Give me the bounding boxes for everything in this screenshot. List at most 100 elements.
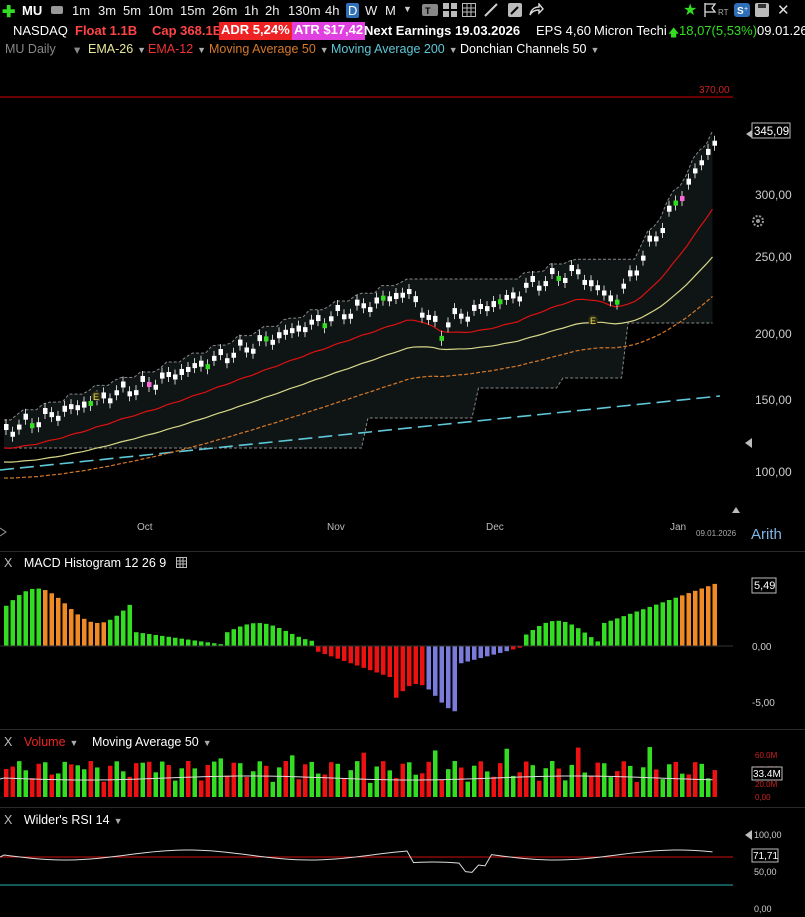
volume-bar <box>673 761 678 797</box>
earnings-marker-label: E <box>590 316 596 326</box>
edit-icon[interactable] <box>508 3 522 17</box>
symbol-label[interactable]: MU <box>22 3 43 18</box>
timeframe-W[interactable]: W <box>365 3 378 18</box>
candle-body <box>251 348 256 354</box>
candle-body <box>166 372 171 378</box>
collapse-icon[interactable] <box>0 527 7 537</box>
macd-bar <box>641 609 646 646</box>
svg-text:S: S <box>737 6 744 17</box>
timeframe-1m[interactable]: 1m <box>72 3 91 18</box>
volume-bar <box>543 768 548 797</box>
volume-bar <box>361 752 366 797</box>
volume-bar <box>277 767 282 797</box>
panel-divider[interactable] <box>0 729 805 730</box>
volume-bar <box>647 747 652 797</box>
close-icon[interactable]: X <box>4 556 13 570</box>
volume-bar <box>335 763 340 797</box>
timeframe-5m[interactable]: 5m <box>123 3 142 18</box>
chevron-down-icon[interactable]: ▼ <box>590 45 600 55</box>
volume-ma-title[interactable]: Moving Average 50 <box>91 735 199 749</box>
indicator-ema12[interactable]: EMA-12 ▼ <box>148 42 206 56</box>
candle-body <box>114 390 119 396</box>
candle-body <box>459 313 464 319</box>
panel-divider[interactable] <box>0 807 805 808</box>
volume-bar <box>387 770 392 797</box>
volume-bar <box>576 747 581 797</box>
panel-divider[interactable] <box>0 551 805 552</box>
rsi-line <box>0 849 713 873</box>
macd-title[interactable]: MACD Histogram 12 26 9 <box>23 556 167 570</box>
timeframe-D[interactable]: D <box>346 3 360 18</box>
rsi-title[interactable]: Wilder's RSI 14 <box>23 813 110 827</box>
candle-body <box>199 360 204 367</box>
timeframe-1h[interactable]: 1h <box>244 3 259 18</box>
timeframe-10m[interactable]: 10m <box>148 3 174 18</box>
macd-axis-label: -5,00 <box>752 698 775 709</box>
share-icon[interactable] <box>528 2 544 17</box>
indicator-donchian[interactable]: Donchian Channels 50 ▼ <box>460 42 599 56</box>
macd-bar <box>706 586 711 646</box>
volume-bar <box>563 780 568 797</box>
timeframe-26m[interactable]: 26m <box>212 3 238 18</box>
candle-body <box>361 303 366 309</box>
volume-bar <box>225 775 230 797</box>
candle-body <box>478 304 483 310</box>
flag-icon[interactable] <box>703 3 717 17</box>
scale-mode-label[interactable]: Arith <box>751 526 782 543</box>
timeframe-M[interactable]: M <box>385 3 396 18</box>
macd-histogram[interactable]: 5,000,00-5,00 5,49 <box>0 570 805 728</box>
indicator-ma50[interactable]: Moving Average 50 ▼ <box>209 42 329 56</box>
macd-bar <box>699 588 704 646</box>
layout-grid-icon[interactable] <box>443 3 457 17</box>
timeframe-dropdown-icon[interactable]: ▼ <box>403 4 412 14</box>
macd-axis: 5,000,00-5,00 <box>0 582 775 709</box>
timeframe-15m[interactable]: 15m <box>180 3 206 18</box>
timeframe-2h[interactable]: 2h <box>265 3 280 18</box>
chevron-down-icon[interactable]: ▼ <box>69 738 79 748</box>
ema12-line <box>3 208 713 449</box>
scroll-left-icon[interactable] <box>745 830 752 840</box>
scroll-left-icon[interactable] <box>745 438 752 448</box>
add-symbol-icon[interactable]: ✚ <box>2 4 16 21</box>
macd-bar <box>23 591 28 646</box>
volume-bar <box>4 769 9 797</box>
indicator-bar: MU Daily ▾ EMA-26 ▼ EMA-12 ▼ Moving Averag… <box>0 40 805 58</box>
close-icon[interactable]: X <box>4 813 13 827</box>
table-icon[interactable] <box>175 557 187 568</box>
chart-type-icon[interactable] <box>50 3 64 17</box>
draw-line-icon[interactable] <box>484 3 498 17</box>
settings-gear-icon[interactable] <box>752 215 764 227</box>
candle-body <box>595 285 600 291</box>
volume-title[interactable]: Volume <box>23 735 66 749</box>
chevron-down-icon[interactable]: ▼ <box>197 45 207 55</box>
volume-bar <box>192 768 197 797</box>
macd-bar <box>231 629 236 646</box>
candle-body <box>576 269 581 275</box>
indicator-ma200[interactable]: Moving Average 200 ▼ <box>331 42 458 56</box>
macd-bar <box>569 624 574 646</box>
volume-bar <box>316 773 321 797</box>
chevron-down-icon[interactable]: ▼ <box>202 738 212 748</box>
rsi-chart[interactable]: 100,00 50,00 0,00 71,71 <box>0 825 805 917</box>
price-chart[interactable]: 370,00 EE 300,00250,00200,00150,00100,00… <box>0 58 805 550</box>
timeframe-4h[interactable]: 4h <box>325 3 340 18</box>
volume-bar <box>309 761 314 797</box>
chevron-down-icon[interactable]: ▼ <box>319 45 329 55</box>
close-icon[interactable]: X <box>4 735 13 749</box>
chevron-down-icon[interactable]: ▼ <box>137 45 147 55</box>
macd-bar <box>166 636 171 646</box>
timeframe-3m[interactable]: 3m <box>98 3 117 18</box>
chevron-down-icon[interactable]: ▼ <box>448 45 458 55</box>
grid-table-icon[interactable] <box>462 3 476 17</box>
timeframe-130m[interactable]: 130m <box>288 3 321 18</box>
s-plus-icon[interactable]: S + <box>734 3 750 17</box>
scroll-up-icon[interactable] <box>732 507 740 513</box>
chevron-down-icon[interactable]: ▼ <box>113 816 123 826</box>
indicator-ema26[interactable]: EMA-26 ▼ <box>88 42 146 56</box>
tv-icon[interactable]: T <box>422 3 438 17</box>
close-icon[interactable]: ✕ <box>777 2 790 19</box>
star-icon[interactable]: ★ <box>683 2 698 19</box>
save-icon[interactable] <box>755 3 769 17</box>
candle-body <box>270 339 275 345</box>
